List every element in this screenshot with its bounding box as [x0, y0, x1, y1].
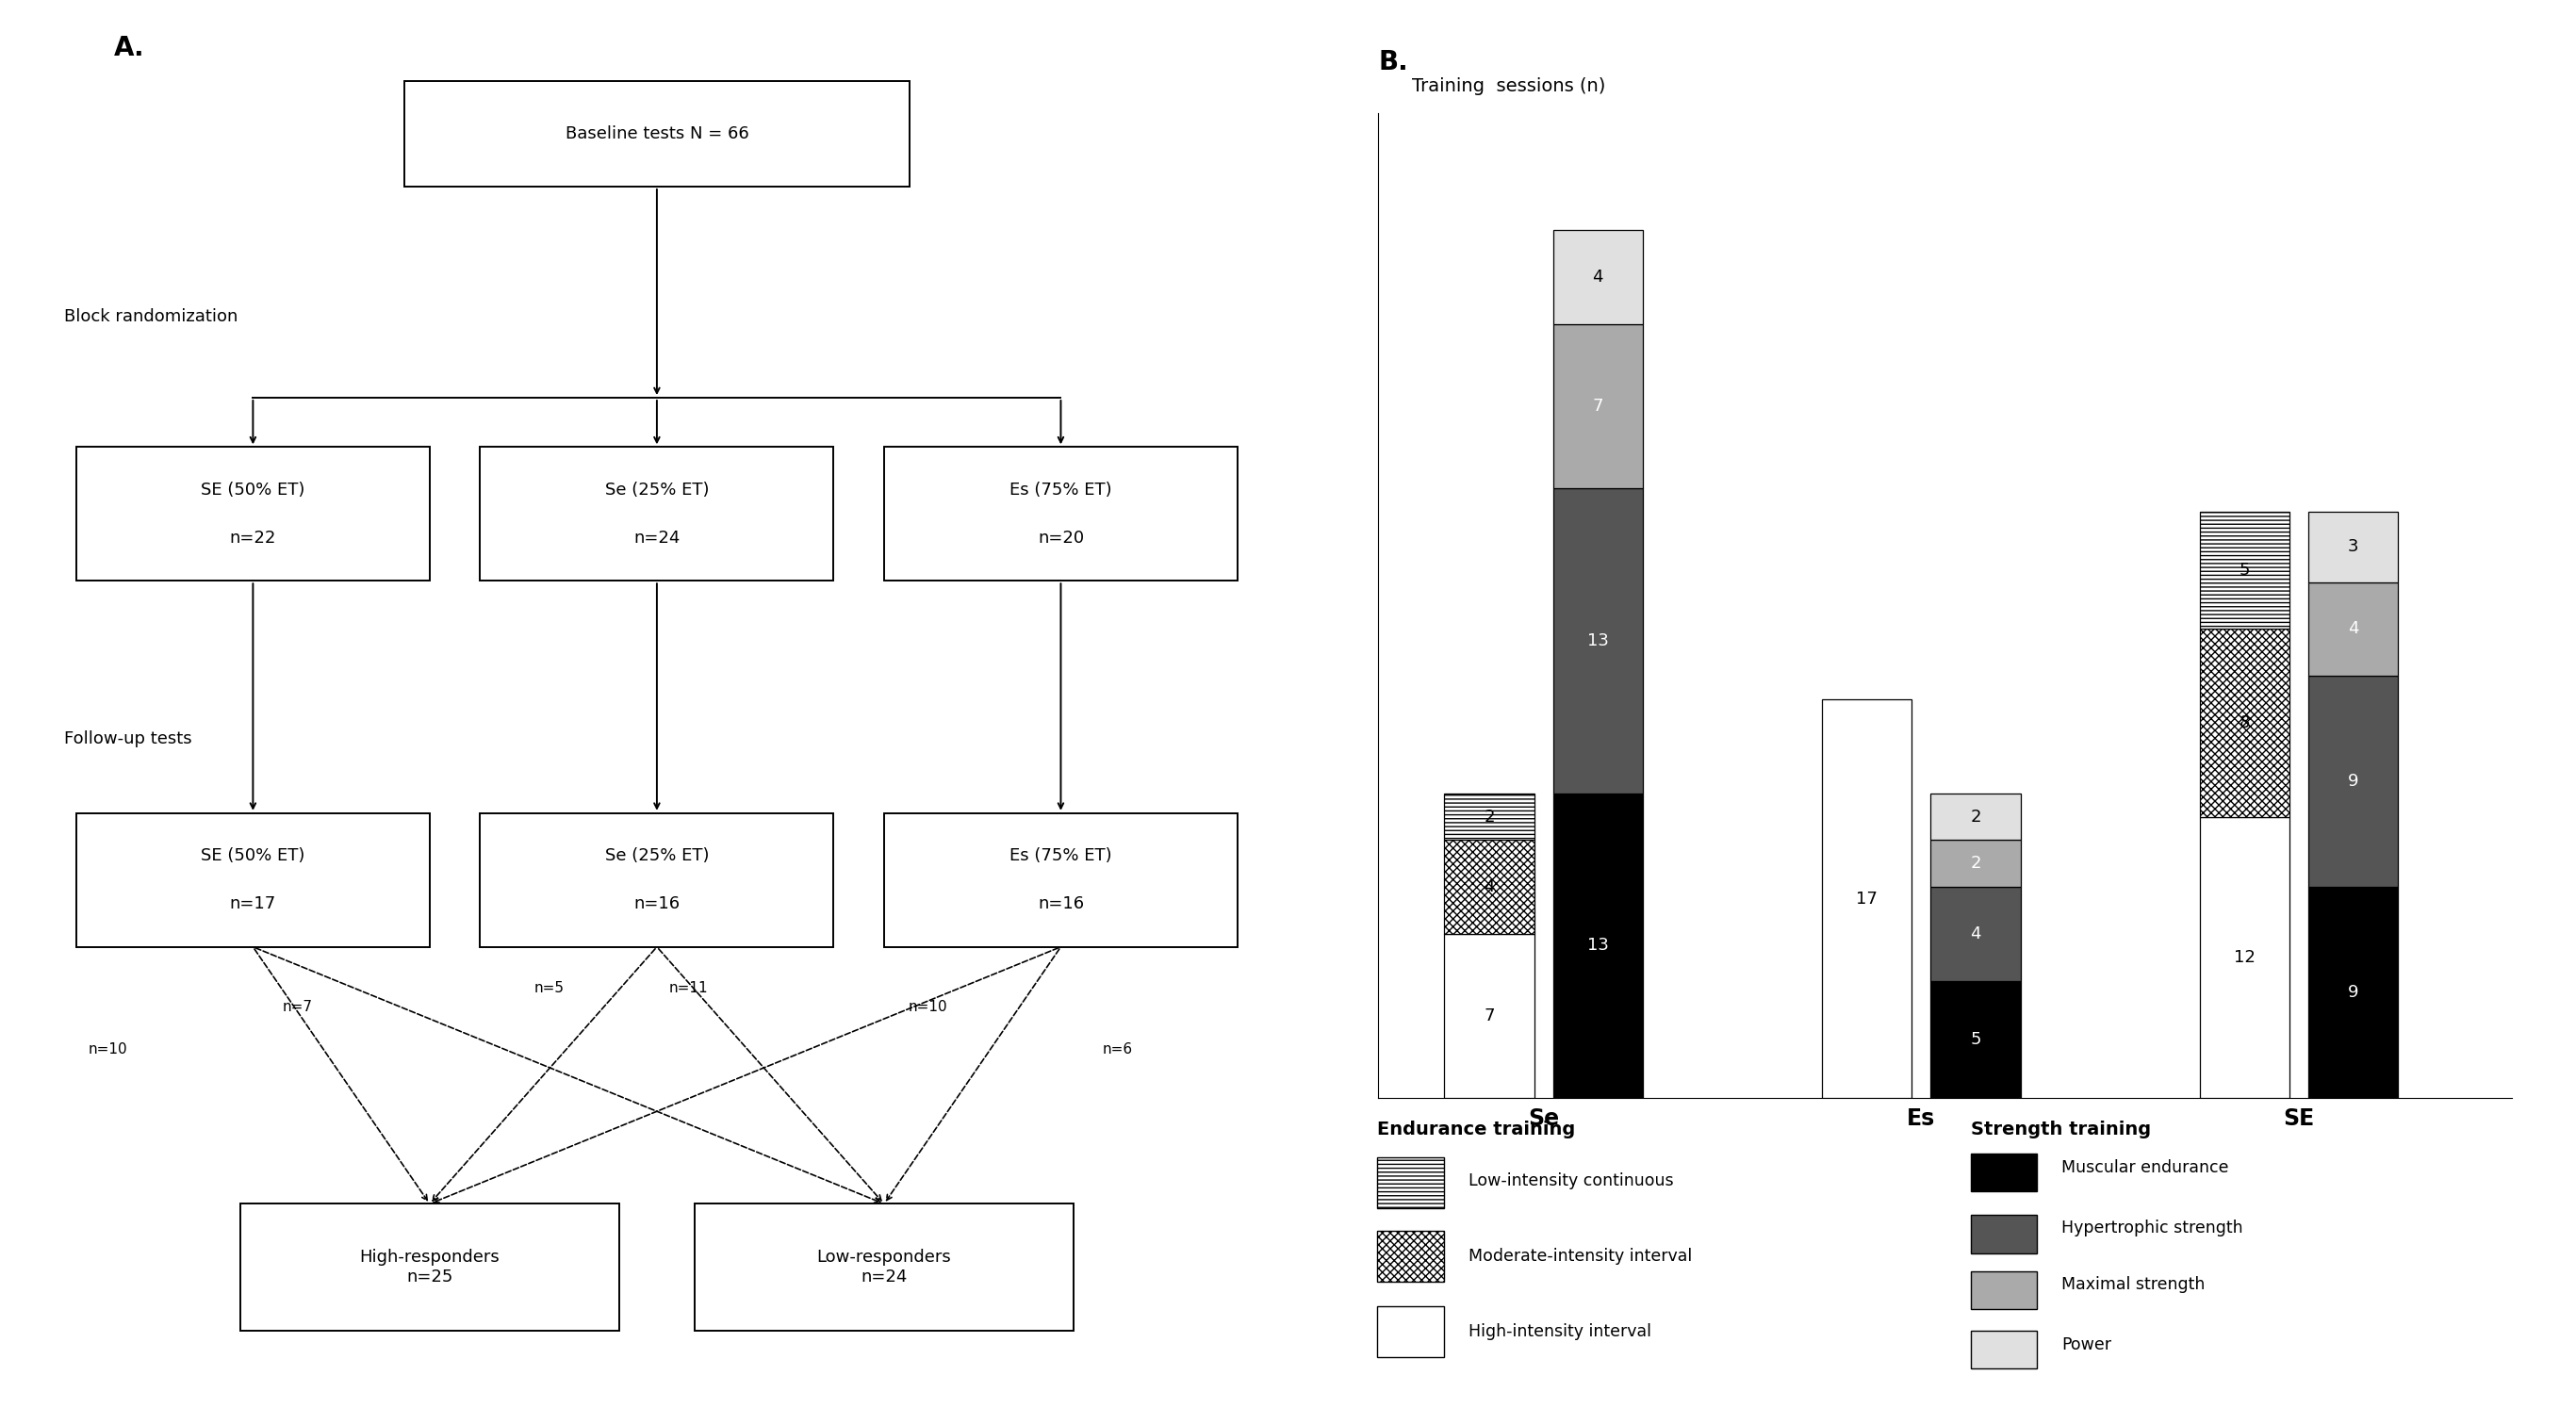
Text: Hypertrophic strength: Hypertrophic strength	[2061, 1219, 2244, 1236]
Bar	[1932, 793, 2020, 841]
Text: Es (75% ET): Es (75% ET)	[1010, 848, 1113, 865]
Bar	[2200, 817, 2290, 1098]
Text: 5: 5	[2239, 562, 2251, 579]
Text: 5: 5	[1971, 1031, 1981, 1048]
Text: 13: 13	[1587, 938, 1607, 955]
Text: 4: 4	[1484, 879, 1494, 895]
Bar	[1445, 934, 1533, 1098]
Text: Maximal strength: Maximal strength	[2061, 1276, 2205, 1293]
Text: n=6: n=6	[1103, 1042, 1133, 1056]
Text: A.: A.	[113, 35, 144, 62]
Bar	[2308, 887, 2398, 1098]
Text: n=22: n=22	[229, 529, 276, 546]
Text: Strength training: Strength training	[1971, 1121, 2151, 1139]
Text: n=20: n=20	[1038, 529, 1084, 546]
Bar	[77, 448, 430, 580]
Bar	[240, 1204, 618, 1331]
Text: 4: 4	[1592, 269, 1602, 286]
Text: n=24: n=24	[634, 529, 680, 546]
Text: SE (50% ET): SE (50% ET)	[201, 482, 304, 498]
Text: Moderate-intensity interval: Moderate-intensity interval	[1468, 1247, 1692, 1264]
Text: Endurance training: Endurance training	[1378, 1121, 1577, 1139]
Text: 2: 2	[1484, 808, 1494, 825]
Bar	[2200, 629, 2290, 817]
Bar	[1821, 700, 1911, 1098]
Bar	[884, 814, 1236, 946]
Text: n=11: n=11	[670, 981, 708, 995]
Text: Se (25% ET): Se (25% ET)	[605, 848, 708, 865]
Bar	[1378, 1307, 1445, 1357]
Bar	[1378, 1231, 1445, 1281]
Text: High-intensity interval: High-intensity interval	[1468, 1324, 1651, 1340]
Bar	[696, 1204, 1074, 1331]
Bar	[2308, 511, 2398, 582]
Bar	[2308, 676, 2398, 887]
Text: Power: Power	[2061, 1336, 2112, 1353]
Text: n=16: n=16	[634, 895, 680, 912]
Text: n=16: n=16	[1038, 895, 1084, 912]
Bar	[404, 80, 909, 186]
Bar	[1445, 841, 1533, 934]
Text: 3: 3	[2347, 538, 2360, 555]
Text: B.: B.	[1378, 49, 1409, 76]
Text: Baseline tests N = 66: Baseline tests N = 66	[564, 125, 750, 142]
Bar	[1932, 981, 2020, 1098]
Text: 8: 8	[2239, 714, 2249, 731]
Text: n=10: n=10	[88, 1042, 126, 1056]
Bar	[1971, 1331, 2038, 1369]
Bar	[1553, 489, 1643, 793]
Text: n=7: n=7	[281, 1000, 312, 1014]
Bar	[1445, 793, 1533, 841]
Bar	[1553, 230, 1643, 324]
Bar	[1553, 324, 1643, 489]
Bar	[479, 448, 835, 580]
Text: 7: 7	[1592, 397, 1602, 414]
Bar	[2200, 511, 2290, 629]
Text: 2: 2	[1971, 808, 1981, 825]
Bar	[1971, 1271, 2038, 1309]
Text: 4: 4	[2347, 621, 2360, 638]
Text: 7: 7	[1484, 1008, 1494, 1025]
Bar	[479, 814, 835, 946]
Text: 13: 13	[1587, 632, 1607, 649]
Text: 2: 2	[1971, 855, 1981, 872]
Bar	[1553, 793, 1643, 1098]
Text: n=10: n=10	[909, 1000, 948, 1014]
Text: n=5: n=5	[533, 981, 564, 995]
Text: Low-intensity continuous: Low-intensity continuous	[1468, 1173, 1674, 1190]
Bar	[1932, 841, 2020, 887]
Text: Block randomization: Block randomization	[64, 308, 237, 325]
Text: Es (75% ET): Es (75% ET)	[1010, 482, 1113, 498]
Text: 9: 9	[2347, 984, 2360, 1001]
Text: 12: 12	[2233, 949, 2257, 966]
Text: High-responders
n=25: High-responders n=25	[361, 1249, 500, 1286]
Text: 17: 17	[1857, 890, 1878, 907]
Text: Muscular endurance: Muscular endurance	[2061, 1159, 2228, 1176]
Bar	[1971, 1215, 2038, 1253]
Bar	[1971, 1153, 2038, 1191]
Text: n=17: n=17	[229, 895, 276, 912]
Bar	[1378, 1157, 1445, 1208]
Text: Low-responders
n=24: Low-responders n=24	[817, 1249, 951, 1286]
Text: Follow-up tests: Follow-up tests	[64, 731, 191, 748]
Text: Se (25% ET): Se (25% ET)	[605, 482, 708, 498]
Bar	[2308, 582, 2398, 676]
Text: 9: 9	[2347, 773, 2360, 790]
Bar	[1932, 887, 2020, 981]
Bar	[884, 448, 1236, 580]
Text: 4: 4	[1971, 925, 1981, 942]
Text: Training  sessions (n): Training sessions (n)	[1412, 77, 1605, 96]
Text: SE (50% ET): SE (50% ET)	[201, 848, 304, 865]
Bar	[77, 814, 430, 946]
